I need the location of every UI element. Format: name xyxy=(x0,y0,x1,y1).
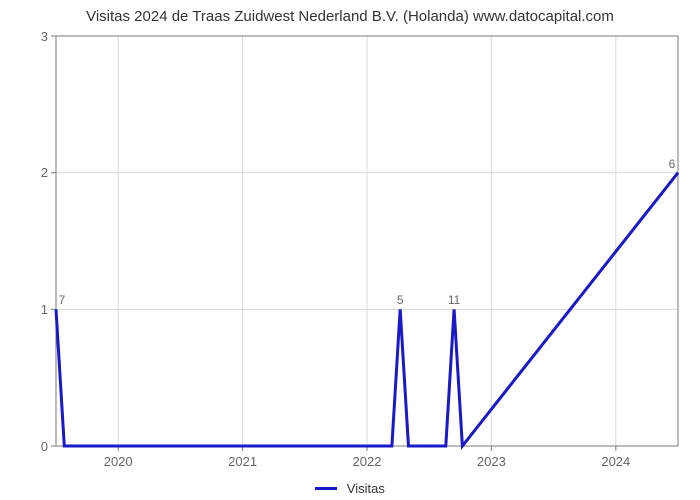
y-tick-label: 2 xyxy=(18,165,48,180)
data-point-label: 11 xyxy=(448,293,460,307)
chart-container: Visitas 2024 de Traas Zuidwest Nederland… xyxy=(0,0,700,500)
legend: Visitas xyxy=(0,480,700,496)
x-tick-label: 2024 xyxy=(601,454,630,469)
y-tick-label: 1 xyxy=(18,302,48,317)
x-tick-label: 2021 xyxy=(228,454,257,469)
y-tick-label: 3 xyxy=(18,29,48,44)
chart-title: Visitas 2024 de Traas Zuidwest Nederland… xyxy=(0,0,700,25)
data-point-label: 6 xyxy=(669,157,676,171)
legend-label: Visitas xyxy=(347,481,385,496)
y-tick-label: 0 xyxy=(18,439,48,454)
chart-plot xyxy=(46,26,688,456)
legend-swatch xyxy=(315,487,337,490)
x-tick-label: 2022 xyxy=(353,454,382,469)
x-tick-label: 2020 xyxy=(104,454,133,469)
data-point-label: 5 xyxy=(397,293,404,307)
data-point-label: 7 xyxy=(59,293,66,307)
x-tick-label: 2023 xyxy=(477,454,506,469)
